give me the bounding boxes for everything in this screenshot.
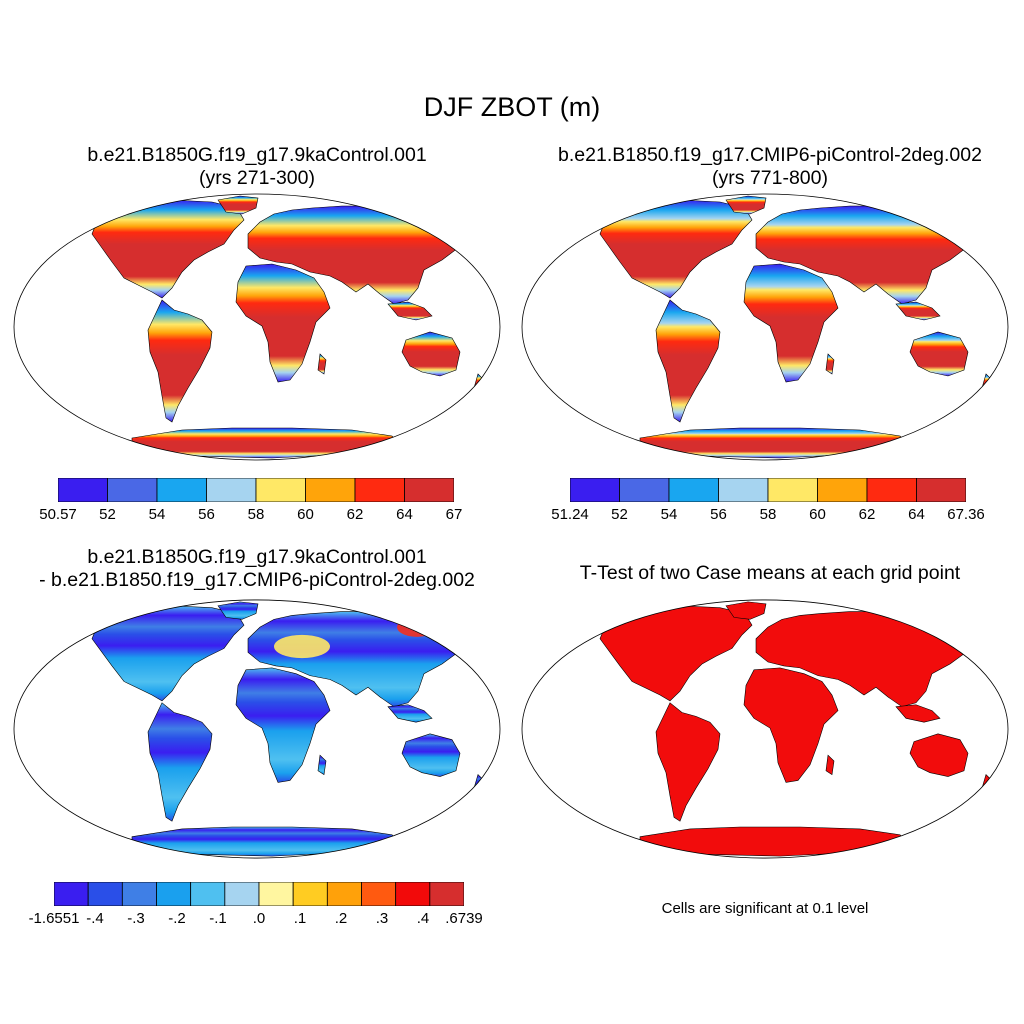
figure-title: DJF ZBOT (m) <box>0 92 1024 123</box>
colorbar-tick-label: 56 <box>710 506 727 523</box>
colorbar-swatch <box>867 478 917 502</box>
colorbar-swatch <box>620 478 670 502</box>
colorbar-panel-3 <box>54 882 464 906</box>
colorbar-tick-label: 54 <box>661 506 678 523</box>
colorbar-swatch <box>570 478 620 502</box>
colorbar-panel-3-labels: -1.6551 -.4 -.3 -.2 -.1.0.1.2.3.4.6739 <box>54 910 464 930</box>
map-panel-3 <box>12 598 502 860</box>
colorbar-swatch <box>108 478 158 502</box>
colorbar-tick-label: 50.57 <box>39 506 77 523</box>
map-panel-4 <box>520 598 1010 860</box>
colorbar-tick-label: .2 <box>335 910 348 927</box>
colorbar-swatch <box>327 882 361 906</box>
colorbar-tick-label: 58 <box>760 506 777 523</box>
colorbar-swatch <box>225 882 259 906</box>
significant-cells <box>600 602 994 856</box>
positive-anomaly-region <box>397 617 437 636</box>
colorbar-swatch <box>430 882 464 906</box>
colorbar-tick-label: -.4 <box>86 910 104 927</box>
panel-1-title: b.e21.B1850G.f19_g17.9kaControl.001 (yrs… <box>12 144 502 190</box>
colorbar-tick-label: 67.36 <box>947 506 985 523</box>
colorbar-swatch <box>259 882 293 906</box>
colorbar-tick-label: 64 <box>396 506 413 523</box>
colorbar-swatch <box>293 882 327 906</box>
colorbar-swatch <box>157 478 207 502</box>
colorbar-tick-label: -.3 <box>127 910 145 927</box>
panel-1-title-line1: b.e21.B1850G.f19_g17.9kaControl.001 <box>12 144 502 167</box>
colorbar-tick-label: .4 <box>417 910 430 927</box>
significance-note: Cells are significant at 0.1 level <box>520 900 1010 917</box>
colorbar-panel-2 <box>570 478 966 502</box>
colorbar-tick-label: 51.24 <box>551 506 589 523</box>
colorbar-swatch <box>58 478 108 502</box>
colorbar-panel-1 <box>58 478 454 502</box>
colorbar-tick-label: 52 <box>99 506 116 523</box>
colorbar-tick-label: 54 <box>149 506 166 523</box>
colorbar-swatch <box>917 478 967 502</box>
colorbar-swatch <box>719 478 769 502</box>
colorbar-swatch <box>818 478 868 502</box>
colorbar-tick-label: 64 <box>908 506 925 523</box>
colorbar-tick-label: -1.6551 <box>29 910 80 927</box>
colorbar-tick-label: .3 <box>376 910 389 927</box>
colorbar-swatch <box>122 882 156 906</box>
map-panel-1 <box>12 192 502 462</box>
colorbar-swatch <box>88 882 122 906</box>
colorbar-tick-label: -.2 <box>168 910 186 927</box>
panel-3-title-line2: - b.e21.B1850.f19_g17.CMIP6-piControl-2d… <box>12 569 502 592</box>
panel-2-title: b.e21.B1850.f19_g17.CMIP6-piControl-2deg… <box>520 144 1020 190</box>
positive-anomaly-region <box>274 635 330 658</box>
colorbar-tick-label: 52 <box>611 506 628 523</box>
colorbar-swatch <box>355 478 405 502</box>
colorbar-tick-label: .0 <box>253 910 266 927</box>
land-fill <box>92 196 486 458</box>
colorbar-swatch <box>768 478 818 502</box>
colorbar-swatch <box>54 882 88 906</box>
colorbar-tick-label: 62 <box>347 506 364 523</box>
colorbar-swatch <box>306 478 356 502</box>
colorbar-swatch <box>396 882 430 906</box>
colorbar-tick-label: 62 <box>859 506 876 523</box>
colorbar-swatch <box>191 882 225 906</box>
map-panel-2 <box>520 192 1010 462</box>
panel-2-title-line2: (yrs 771-800) <box>520 167 1020 190</box>
colorbar-tick-label: 60 <box>297 506 314 523</box>
colorbar-swatch <box>405 478 455 502</box>
colorbar-tick-label: 58 <box>248 506 265 523</box>
panel-2-title-line1: b.e21.B1850.f19_g17.CMIP6-piControl-2deg… <box>520 144 1020 167</box>
colorbar-swatch <box>207 478 257 502</box>
panel-4-title: T-Test of two Case means at each grid po… <box>520 562 1020 585</box>
land-fill <box>600 196 994 458</box>
colorbar-tick-label: 56 <box>198 506 215 523</box>
colorbar-panel-1-labels: 50.57 52 54 56 58 60 62 64 67 <box>58 506 454 526</box>
colorbar-swatch <box>362 882 396 906</box>
colorbar-tick-label: .6739 <box>445 910 483 927</box>
panel-1-title-line2: (yrs 271-300) <box>12 167 502 190</box>
colorbar-tick-label: .1 <box>294 910 307 927</box>
colorbar-swatch <box>256 478 306 502</box>
colorbar-tick-label: -.1 <box>209 910 227 927</box>
colorbar-tick-label: 60 <box>809 506 826 523</box>
colorbar-swatch <box>157 882 191 906</box>
panel-3-title: b.e21.B1850G.f19_g17.9kaControl.001 - b.… <box>12 546 502 592</box>
colorbar-swatch <box>669 478 719 502</box>
colorbar-panel-2-labels: 51.24 52 54 56 58 60 62 64 67.36 <box>570 506 966 526</box>
colorbar-tick-label: 67 <box>446 506 463 523</box>
panel-3-title-line1: b.e21.B1850G.f19_g17.9kaControl.001 <box>12 546 502 569</box>
